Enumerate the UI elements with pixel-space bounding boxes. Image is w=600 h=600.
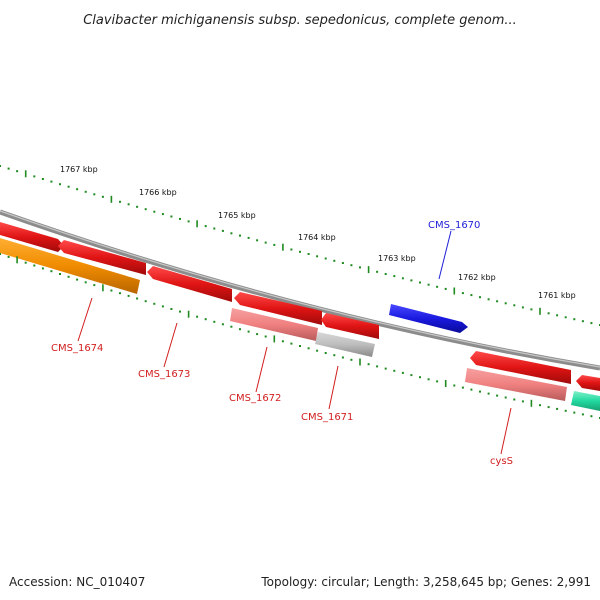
genome-backbone-highlight: [0, 210, 600, 368]
leader-line-cms1673: [163, 322, 178, 368]
gene-feature[interactable]: [576, 375, 600, 391]
gene-label-cyss[interactable]: cysS: [490, 456, 513, 467]
reverse-row-1: [0, 222, 600, 391]
label-leaders: [77, 230, 512, 455]
genome-summary-text: Topology: circular; Length: 3,258,645 bp…: [260, 575, 591, 589]
reverse-row-2: [0, 238, 600, 411]
leader-line-cms1670: [438, 230, 452, 280]
kbp-label: 1763 kbp: [378, 254, 416, 263]
gene-feature-cms1673[interactable]: [147, 266, 232, 302]
kbp-label: 1764 kbp: [298, 233, 336, 242]
kbp-labels: 1767 kbp 1766 kbp 1765 kbp 1764 kbp 1763…: [60, 165, 576, 300]
leader-line-cms1674: [77, 297, 93, 342]
leader-line-cyss: [500, 407, 512, 455]
gene-label-cms1670[interactable]: CMS_1670: [428, 220, 480, 231]
genome-backbone: [0, 209, 600, 371]
gene-label-cms1674[interactable]: CMS_1674: [51, 343, 103, 354]
kbp-label: 1765 kbp: [218, 211, 256, 220]
gene-feature-cyss-upper[interactable]: [470, 351, 571, 384]
gene-feature-cms1671-upper[interactable]: [321, 313, 379, 339]
gene-feature-cms1674-upper[interactable]: [58, 240, 146, 275]
kbp-label: 1762 kbp: [458, 273, 496, 282]
gene-feature-cms1670[interactable]: [389, 304, 468, 333]
gene-feature-cms1671[interactable]: [315, 332, 375, 357]
kbp-label: 1766 kbp: [139, 188, 177, 197]
map-title: Clavibacter michiganensis subsp. sepedon…: [83, 13, 517, 28]
gene-label-cms1672[interactable]: CMS_1672: [229, 393, 281, 404]
leader-line-cms1672: [255, 346, 268, 393]
outer-tick-ring: [0, 165, 600, 326]
gene-label-cms1671[interactable]: CMS_1671: [301, 412, 353, 423]
kbp-label: 1767 kbp: [60, 165, 98, 174]
gene-feature[interactable]: [0, 222, 64, 252]
gene-labels: CMS_1670 CMS_1674 CMS_1673 CMS_1672 CMS_…: [51, 220, 513, 467]
accession-text: Accession: NC_010407: [9, 575, 145, 589]
inner-tick-ring: [0, 253, 600, 419]
gene-feature[interactable]: [571, 391, 600, 411]
kbp-label: 1761 kbp: [538, 291, 576, 300]
gene-feature-cms1672[interactable]: [230, 308, 318, 341]
gene-label-cms1673[interactable]: CMS_1673: [138, 369, 190, 380]
gene-feature-cyss[interactable]: [465, 368, 567, 401]
leader-line-cms1671: [328, 365, 339, 410]
gene-feature-cms1674[interactable]: [0, 238, 140, 294]
gene-feature-cms1672-upper[interactable]: [234, 292, 322, 325]
